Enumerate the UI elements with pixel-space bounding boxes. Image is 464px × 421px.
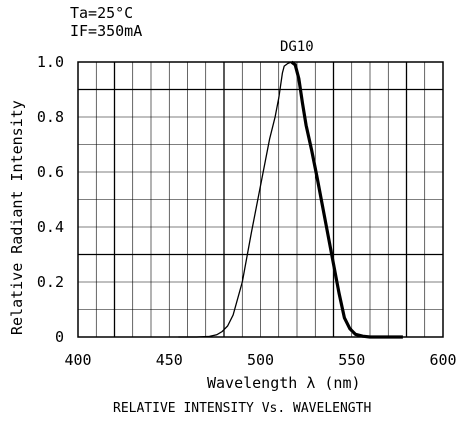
y-axis-label: Relative Radiant Intensity	[8, 100, 26, 335]
y-tick-label: 0.4	[37, 218, 64, 236]
y-tick-label: 1.0	[37, 53, 64, 71]
chart-caption: RELATIVE INTENSITY Vs. WAVELENGTH	[113, 401, 371, 416]
x-tick-label: 550	[338, 351, 365, 369]
x-axis-label: Wavelength λ (nm)	[207, 374, 361, 392]
plot-frame	[77, 61, 444, 338]
x-tick-label: 400	[64, 351, 91, 369]
y-tick-label: 0.8	[37, 108, 64, 126]
x-tick-label: 600	[429, 351, 456, 369]
y-tick-label: 0.2	[37, 273, 64, 291]
minor-grid	[78, 62, 443, 337]
series-label: DG10	[280, 39, 314, 55]
condition-temperature: Ta=25°C	[70, 4, 133, 22]
condition-current: IF=350mA	[70, 22, 142, 40]
y-tick-labels: 0 0.2 0.4 0.6 0.8 1.0	[37, 53, 64, 346]
x-tick-label: 450	[156, 351, 183, 369]
major-grid	[78, 62, 443, 337]
x-tick-label: 500	[247, 351, 274, 369]
y-tick-label: 0	[55, 328, 64, 346]
y-tick-label: 0.6	[37, 163, 64, 181]
series-curve-falling	[290, 60, 403, 339]
x-tick-labels: 400 450 500 550 600	[64, 351, 456, 369]
series-curve-rising	[178, 61, 292, 338]
